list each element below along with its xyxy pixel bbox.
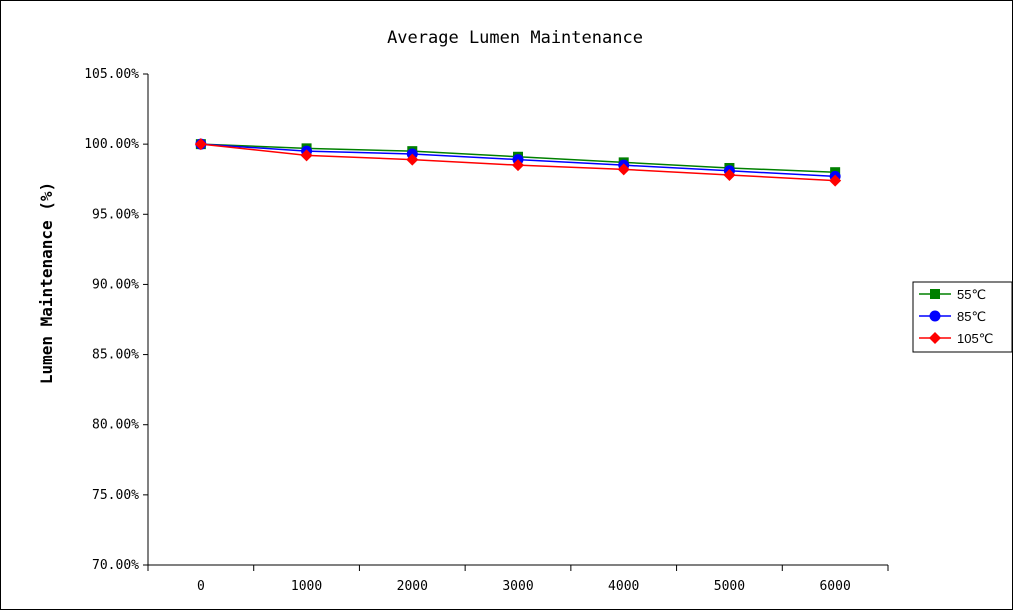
x-tick-label: 3000	[502, 579, 533, 594]
data-point	[194, 138, 207, 151]
legend-marker	[930, 289, 940, 299]
legend-label: 55℃	[957, 287, 986, 302]
x-tick-label: 1000	[291, 579, 322, 594]
y-tick-label: 100.00%	[84, 137, 139, 152]
data-point	[406, 153, 419, 166]
plot-area: 70.00% 75.00% 80.00% 85.00% 90.00% 95.00% 100.…	[84, 67, 889, 594]
legend-label: 105℃	[957, 331, 993, 346]
y-tick-label: 75.00%	[92, 488, 139, 503]
x-tick-label: 5000	[714, 579, 745, 594]
y-tick-label: 90.00%	[92, 277, 139, 292]
data-point	[300, 149, 313, 162]
y-tick-label: 85.00%	[92, 348, 139, 363]
legend-marker	[929, 332, 941, 344]
chart-title: Average Lumen Maintenance	[387, 28, 643, 48]
x-tick-label: 0	[197, 579, 205, 594]
x-tick-label: 4000	[608, 579, 639, 594]
legend-marker	[929, 310, 941, 322]
data-point	[829, 174, 842, 187]
data-point	[723, 169, 736, 182]
data-point	[617, 163, 630, 176]
y-tick-label: 70.00%	[92, 558, 139, 573]
y-tick-label: 80.00%	[92, 418, 139, 433]
legend: 55℃ 85℃ 105℃	[912, 281, 1013, 353]
y-tick-label: 105.00%	[84, 67, 139, 82]
data-point	[512, 159, 524, 172]
y-tick-label: 95.00%	[92, 207, 139, 222]
legend-box	[912, 281, 1013, 353]
legend-label: 85℃	[957, 309, 986, 324]
y-axis-label: Lumen Maintenance (%)	[37, 182, 56, 384]
x-tick-label: 6000	[819, 579, 850, 594]
x-tick-label: 2000	[397, 579, 428, 594]
